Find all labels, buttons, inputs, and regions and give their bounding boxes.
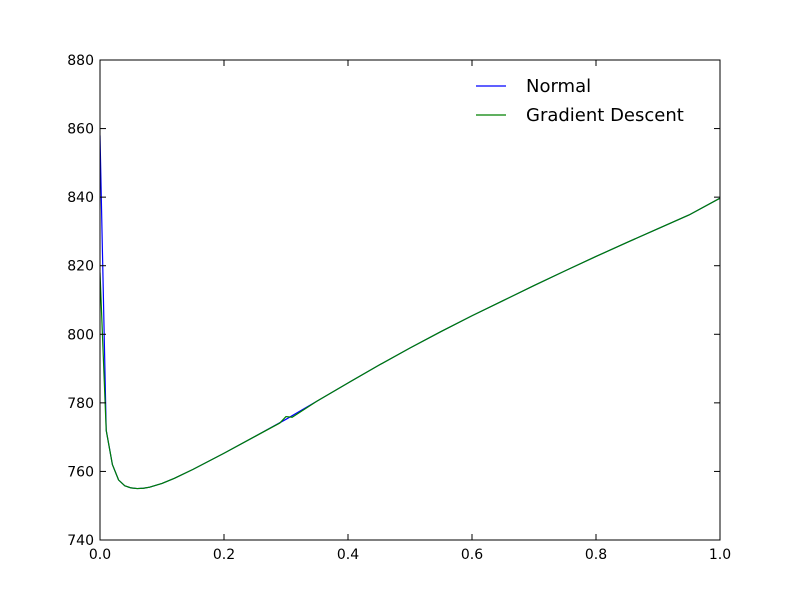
x-tick-label: 0.4: [337, 547, 359, 563]
y-tick-label: 780: [67, 396, 94, 412]
x-tick-label: 0.2: [213, 547, 235, 563]
x-tick-label: 0.6: [461, 547, 483, 563]
y-tick-label: 840: [67, 190, 94, 206]
ticks-layer: 0.0 0.2 0.4 0.6 0.8 1.0 740 760 780 800 820 840 860 8…: [67, 53, 731, 563]
series-line-gradient-descent: [100, 197, 720, 490]
x-tick-label: 0.0: [89, 547, 111, 563]
series-layer: [100, 135, 720, 490]
y-tick-label: 820: [67, 259, 94, 275]
y-tick-label: 880: [67, 53, 94, 69]
y-tick-label: 760: [67, 464, 94, 480]
x-tick-label: 0.8: [585, 547, 607, 563]
y-tick-label: 800: [67, 327, 94, 343]
plot-frame: [99, 59, 721, 541]
legend: Normal Gradient Descent: [476, 76, 684, 126]
legend-label-normal: Normal: [526, 76, 591, 97]
x-tick-label: 1.0: [709, 547, 731, 563]
legend-label-gradient-descent: Gradient Descent: [526, 105, 684, 126]
y-tick-label: 740: [67, 533, 94, 549]
y-tick-label: 860: [67, 122, 94, 138]
series-line-normal: [100, 135, 720, 490]
